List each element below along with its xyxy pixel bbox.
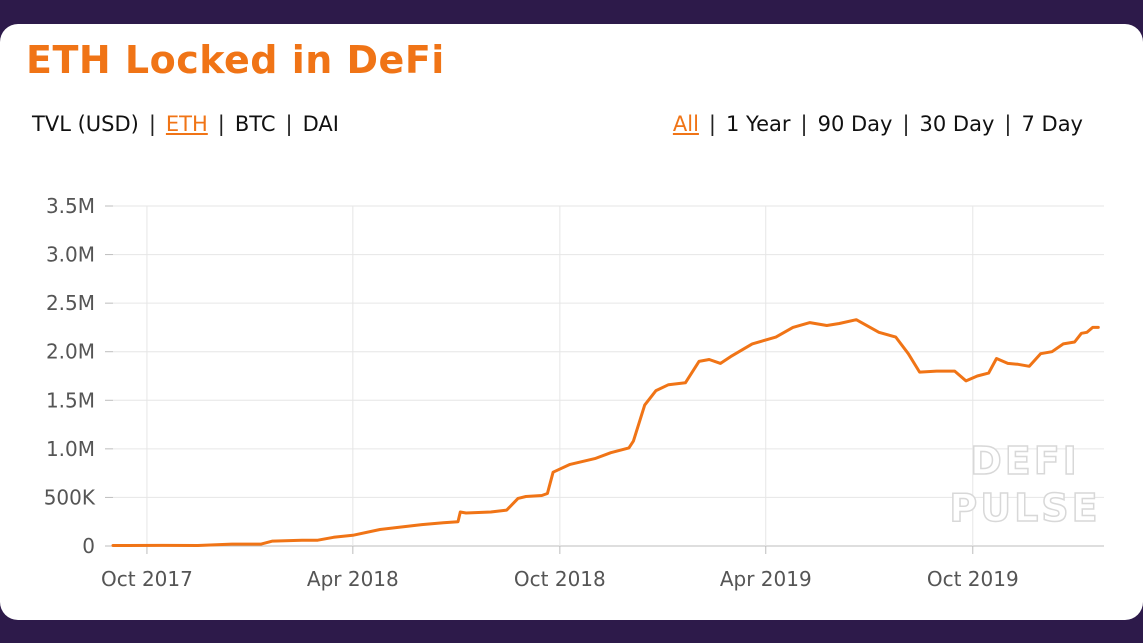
defi-pulse-watermark: DEFI PULSE (949, 438, 1100, 531)
y-axis-ticks: 0 500K 1.0M 1.5M 2.0M 2.5M 3.0M 3.5M (44, 194, 113, 558)
x-tick-label: Oct 2019 (927, 567, 1019, 591)
unit-toggle: TVL (USD) | ETH | BTC | DAI (32, 112, 339, 136)
watermark-line-2: PULSE (949, 486, 1100, 530)
y-tick-label: 2.5M (46, 291, 95, 315)
x-tick-label: Apr 2018 (307, 567, 399, 591)
page-title: ETH Locked in DeFi (26, 38, 445, 82)
unit-separator: | (285, 112, 293, 136)
range-option-90-day[interactable]: 90 Day (817, 112, 893, 136)
unit-separator: | (217, 112, 225, 136)
x-tick-label: Apr 2019 (720, 567, 812, 591)
range-separator: | (1004, 112, 1012, 136)
watermark-line-1: DEFI (970, 439, 1080, 483)
y-tick-label: 1.0M (46, 437, 95, 461)
x-axis-ticks: Oct 2017 Apr 2018 Oct 2018 Apr 2019 Oct 2019 (101, 546, 1019, 591)
range-separator: | (708, 112, 716, 136)
y-tick-label: 1.5M (46, 388, 95, 412)
range-option-7-day[interactable]: 7 Day (1021, 112, 1083, 136)
unit-option-eth[interactable]: ETH (165, 112, 208, 136)
eth-locked-chart: 0 500K 1.0M 1.5M 2.0M 2.5M 3.0M 3.5M Oct 2017 Ap… (44, 194, 1104, 591)
y-tick-label: 3.0M (46, 243, 95, 267)
range-option-1-year[interactable]: 1 Year (726, 112, 791, 136)
range-separator: | (902, 112, 910, 136)
unit-separator: | (148, 112, 156, 136)
unit-option-dai[interactable]: DAI (302, 112, 339, 136)
y-tick-label: 500K (44, 485, 96, 509)
x-tick-label: Oct 2018 (514, 567, 606, 591)
range-option-all[interactable]: All (672, 112, 699, 136)
y-tick-label: 3.5M (46, 194, 95, 218)
y-tick-label: 2.0M (46, 340, 95, 364)
series-layer (111, 318, 1100, 547)
unit-option-btc[interactable]: BTC (234, 112, 276, 136)
range-separator: | (800, 112, 808, 136)
y-tick-label: 0 (82, 534, 95, 558)
eth-locked-line (111, 318, 1100, 547)
grid-lines (113, 205, 1104, 547)
range-toggle: All | 1 Year | 90 Day | 30 Day | 7 Day (673, 112, 1083, 136)
chart-card (0, 24, 1143, 620)
unit-option-tvl-usd[interactable]: TVL (USD) (32, 112, 139, 136)
x-tick-label: Oct 2017 (101, 567, 193, 591)
range-option-30-day[interactable]: 30 Day (919, 112, 995, 136)
